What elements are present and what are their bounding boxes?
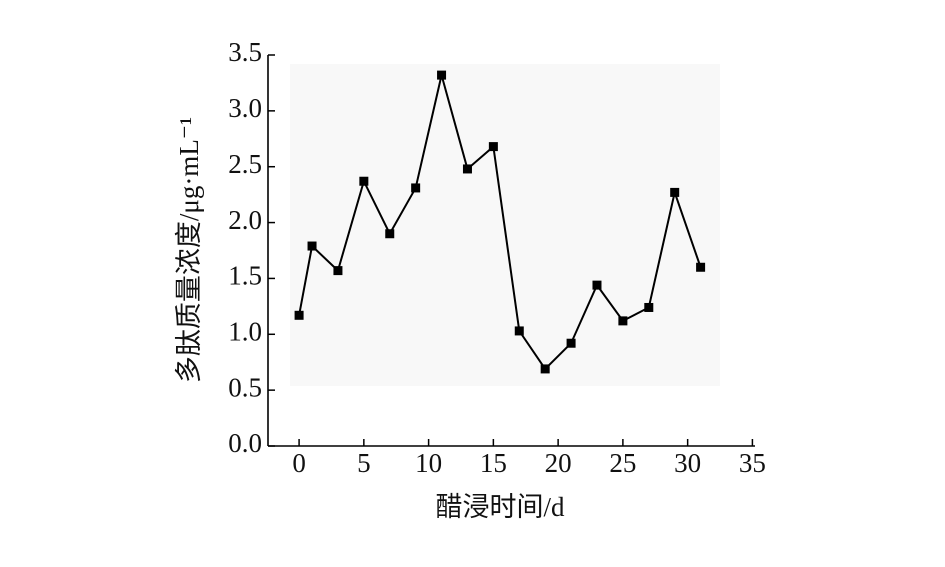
- data-point: [359, 176, 369, 186]
- data-point: [385, 229, 395, 239]
- data-point: [488, 142, 498, 152]
- data-point: [592, 280, 602, 290]
- y-tick-label: 3.5: [228, 37, 262, 67]
- data-point: [294, 310, 304, 320]
- data-point: [670, 187, 680, 197]
- y-tick-label: 0.0: [228, 428, 262, 458]
- data-point: [618, 316, 628, 326]
- data-point: [462, 164, 472, 174]
- x-tick-label: 10: [415, 448, 442, 478]
- x-tick-label: 15: [480, 448, 507, 478]
- data-point: [540, 364, 550, 374]
- y-tick-label: 3.0: [228, 93, 262, 123]
- data-point: [644, 302, 654, 312]
- y-axis-label: 多肽质量浓度/μg·mL⁻¹: [174, 117, 204, 383]
- data-point: [307, 241, 317, 251]
- x-tick-label: 25: [609, 448, 636, 478]
- x-tick-label: 0: [292, 448, 306, 478]
- y-tick-label: 2.0: [228, 205, 262, 235]
- data-point: [411, 183, 421, 193]
- data-point: [333, 266, 343, 276]
- x-tick-label: 20: [545, 448, 572, 478]
- data-point: [514, 326, 524, 336]
- data-point: [437, 70, 447, 80]
- y-tick-label: 2.5: [228, 149, 262, 179]
- data-point: [566, 338, 576, 348]
- x-axis-label: 醋浸时间/d: [435, 492, 565, 522]
- data-point: [696, 262, 706, 272]
- y-tick-label: 1.5: [228, 261, 262, 291]
- x-tick-label: 30: [674, 448, 701, 478]
- x-tick-label: 5: [357, 448, 371, 478]
- x-tick-label: 35: [739, 448, 766, 478]
- y-tick-label: 1.0: [228, 316, 262, 346]
- y-tick-label: 0.5: [228, 372, 262, 402]
